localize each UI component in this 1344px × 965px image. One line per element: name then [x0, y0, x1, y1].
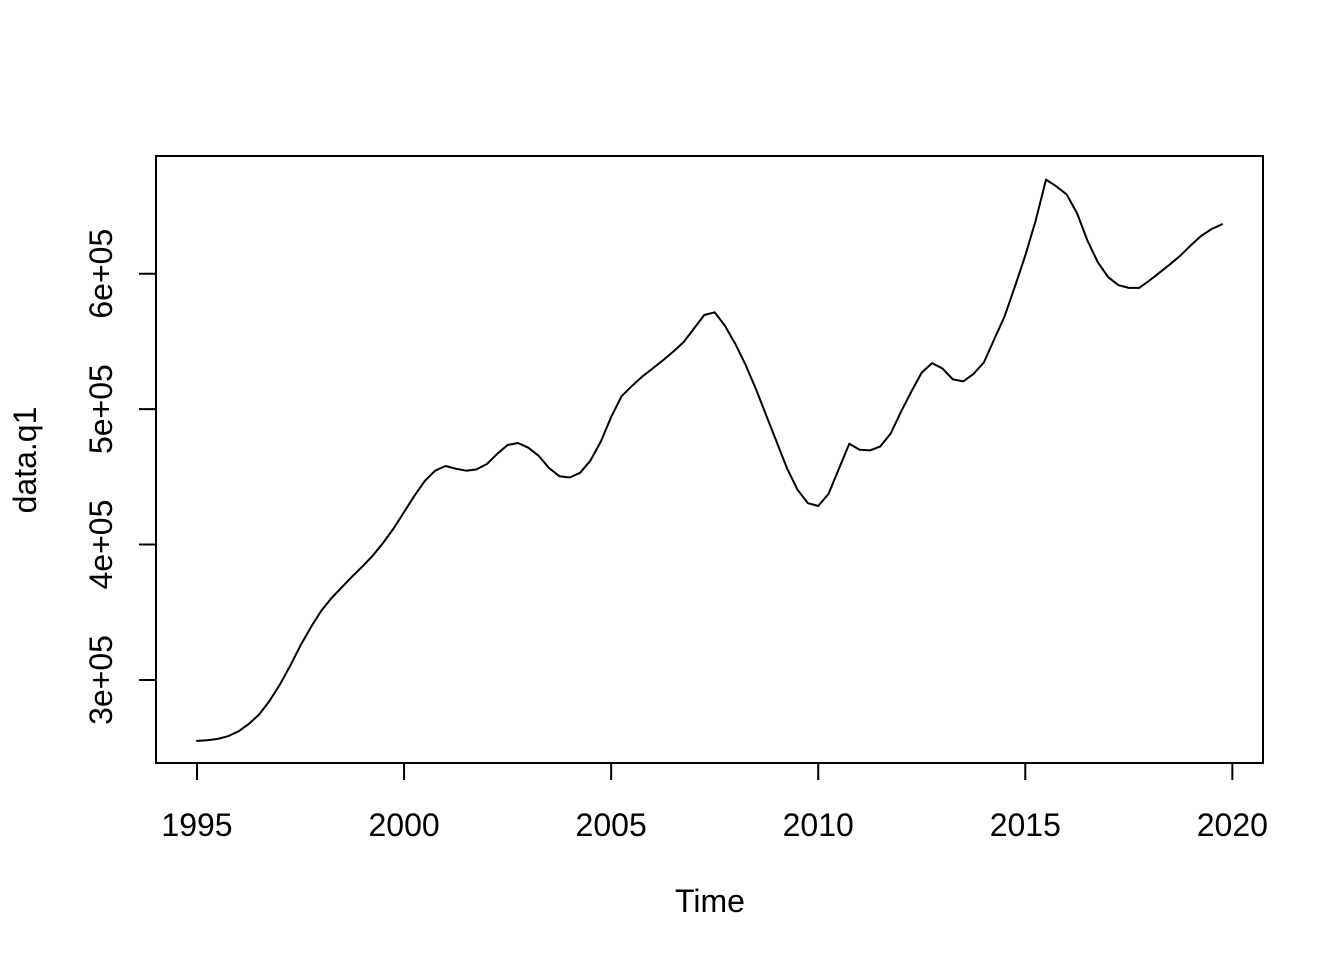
x-axis: 1995 2000 2005 2010 2015 2020 [161, 763, 1268, 843]
x-tick-label: 2010 [783, 807, 854, 843]
y-tick-label: 3e+05 [83, 635, 119, 725]
x-tick-label: 2000 [368, 807, 439, 843]
x-tick-label: 2005 [576, 807, 647, 843]
y-tick-label: 4e+05 [83, 500, 119, 590]
series-group [196, 178, 1223, 742]
x-axis-title: Time [675, 883, 745, 919]
y-axis: 3e+05 4e+05 5e+05 6e+05 [83, 229, 156, 725]
y-axis-title: data.q1 [7, 407, 43, 514]
y-tick-label: 6e+05 [83, 229, 119, 319]
x-tick-label: 2015 [990, 807, 1061, 843]
series-line [196, 178, 1223, 742]
plot-border [155, 155, 1264, 764]
y-tick-label: 5e+05 [83, 364, 119, 454]
x-tick-label: 2020 [1197, 807, 1268, 843]
x-tick-label: 1995 [161, 807, 232, 843]
